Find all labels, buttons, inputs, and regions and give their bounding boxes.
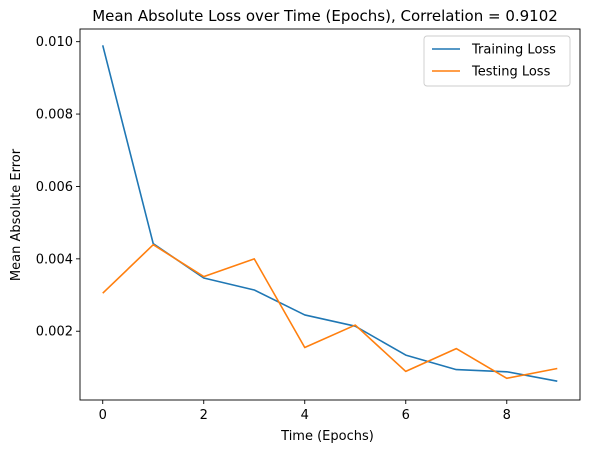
y-tick-label: 0.010 — [36, 35, 73, 50]
legend-label: Testing Loss — [471, 65, 551, 80]
y-axis: 0.002 0.004 0.006 0.008 0.010 — [36, 35, 80, 340]
y-tick-label: 0.004 — [36, 252, 73, 267]
y-axis-label: Mean Absolute Error — [9, 148, 24, 281]
plot-area — [79, 28, 581, 401]
y-tick-label: 0.006 — [36, 180, 73, 195]
legend-label: Training Loss — [471, 43, 556, 58]
y-tick-label: 0.002 — [36, 325, 73, 340]
series-line-training-loss — [101, 45, 558, 382]
x-tick-label: 4 — [301, 408, 309, 423]
chart-title: Mean Absolute Loss over Time (Epochs), C… — [92, 7, 558, 25]
x-tick-label: 8 — [503, 408, 511, 423]
x-axis: 0 2 4 6 8 — [99, 400, 511, 423]
x-tick-label: 0 — [99, 408, 107, 423]
plot-frame — [79, 28, 581, 401]
y-tick-label: 0.008 — [36, 108, 73, 123]
legend: Training Loss Testing Loss — [423, 35, 571, 87]
series-lines — [101, 45, 558, 382]
x-axis-label: Time (Epochs) — [280, 429, 374, 444]
series-line-testing-loss — [102, 243, 558, 380]
x-tick-label: 2 — [200, 408, 208, 423]
legend-box — [423, 35, 571, 87]
x-tick-label: 6 — [402, 408, 410, 423]
